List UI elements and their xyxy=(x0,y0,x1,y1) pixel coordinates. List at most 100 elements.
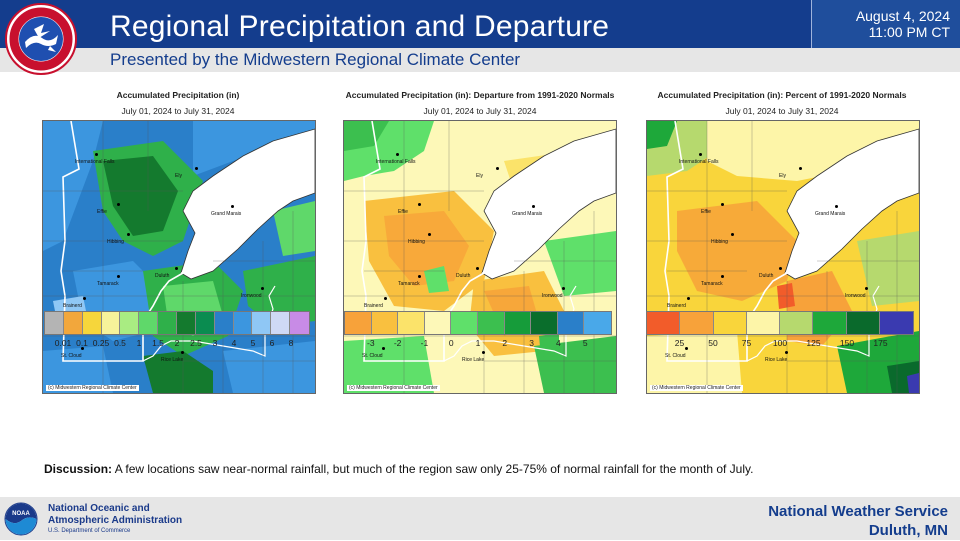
city-label: Ely xyxy=(476,173,483,179)
city-marker xyxy=(175,267,178,270)
city-label: Rice Lake xyxy=(462,357,485,363)
legend-precip-labels: 0.01 0.1 0.25 0.5 1 1.5 2 2.5 3 4 5 6 8 xyxy=(44,338,308,348)
legend-swatch xyxy=(780,312,814,334)
city-label: Ely xyxy=(175,173,182,179)
city-marker xyxy=(785,351,788,354)
legend-swatch xyxy=(531,312,558,334)
precip-map: (c) Midwestern Regional Climate Center I… xyxy=(42,120,316,394)
city-marker xyxy=(428,233,431,236)
city-marker xyxy=(117,203,120,206)
legend-tick-label: 0.1 xyxy=(76,338,88,348)
city-marker xyxy=(721,203,724,206)
legend-tick-label: 0.5 xyxy=(114,338,126,348)
city-marker xyxy=(81,347,84,350)
city-label: Grand Marais xyxy=(512,211,543,217)
legend-tick-label: -1 xyxy=(420,338,429,348)
city-label: St. Cloud xyxy=(665,353,686,359)
discussion-label: Discussion: xyxy=(44,462,113,476)
city-marker xyxy=(835,205,838,208)
legend-swatch xyxy=(252,312,272,334)
legend-tick-label: 4 xyxy=(231,338,237,348)
city-marker xyxy=(382,347,385,350)
panel-title: Accumulated Precipitation (in) xyxy=(116,90,240,100)
city-label: Hibbing xyxy=(408,239,425,245)
legend-tick-label: 8 xyxy=(288,338,294,348)
legend-swatch xyxy=(371,312,399,334)
legend-swatch xyxy=(214,312,234,334)
legend-swatch xyxy=(82,312,102,334)
legend-tick-label: 25 xyxy=(674,338,685,348)
legend-swatch xyxy=(680,312,714,334)
legend-swatch xyxy=(477,312,505,334)
city-marker xyxy=(384,297,387,300)
city-label: St. Cloud xyxy=(362,353,383,359)
office-name: National Weather Service Duluth, MN xyxy=(768,502,948,540)
nws-logo xyxy=(4,2,78,76)
city-label: Grand Marais xyxy=(815,211,846,217)
map-credit: (c) Midwestern Regional Climate Center xyxy=(347,385,440,391)
legend-tick-label: 100 xyxy=(772,338,788,348)
city-label: Effie xyxy=(701,209,711,215)
city-marker xyxy=(181,351,184,354)
footer-bar xyxy=(0,497,960,540)
noaa-name-line2: Atmospheric Administration xyxy=(48,515,183,526)
city-marker xyxy=(532,205,535,208)
legend-swatch xyxy=(424,312,452,334)
legend-tick-label: 1 xyxy=(136,338,142,348)
legend-swatch xyxy=(879,312,913,334)
office-line2: Duluth, MN xyxy=(868,522,948,539)
legend-swatch xyxy=(647,312,681,334)
city-label: Tamarack xyxy=(398,281,420,287)
legend-tick-label: 50 xyxy=(708,338,718,348)
legend-tick-label: 3 xyxy=(212,338,218,348)
header-bar xyxy=(0,0,960,48)
panel-dates: July 01, 2024 to July 31, 2024 xyxy=(121,106,235,116)
noaa-logo-text: NOAA xyxy=(12,511,30,517)
date-box: August 4, 2024 11:00 PM CT xyxy=(811,0,960,48)
legend-swatch xyxy=(45,312,64,334)
legend-tick-label: 4 xyxy=(556,338,561,348)
city-marker xyxy=(482,351,485,354)
city-label: Brainerd xyxy=(667,303,686,309)
city-marker xyxy=(476,267,479,270)
city-marker xyxy=(562,287,565,290)
legend-tick-label: 150 xyxy=(839,338,855,348)
legend-swatch xyxy=(584,312,611,334)
legend-swatch xyxy=(233,312,253,334)
city-marker xyxy=(699,153,702,156)
city-label: Effie xyxy=(97,209,107,215)
city-label: Rice Lake xyxy=(765,357,788,363)
legend-tick-label: 5 xyxy=(250,338,256,348)
city-marker xyxy=(127,233,130,236)
legend-tick-label: 125 xyxy=(806,338,821,348)
city-marker xyxy=(799,167,802,170)
legend-tick-label: 3 xyxy=(529,338,534,348)
discussion-text: A few locations saw near-normal rainfall… xyxy=(114,462,754,476)
legend-swatch xyxy=(504,312,532,334)
city-label: Tamarack xyxy=(97,281,119,287)
city-marker xyxy=(261,287,264,290)
city-label: Brainerd xyxy=(364,303,383,309)
legend-swatch xyxy=(557,312,585,334)
city-label: Rice Lake xyxy=(161,357,184,363)
discussion: Discussion: A few locations saw near-nor… xyxy=(44,462,753,476)
legend-swatch xyxy=(120,312,140,334)
legend-tick-label: -2 xyxy=(393,338,402,348)
city-label: Effie xyxy=(398,209,408,215)
legend-departure xyxy=(344,311,612,335)
city-marker xyxy=(865,287,868,290)
legend-tick-label: 2 xyxy=(174,338,180,348)
legend-tick-label: 1 xyxy=(475,338,481,348)
city-label: St. Cloud xyxy=(61,353,82,359)
percent-map: (c) Midwestern Regional Climate Center I… xyxy=(646,120,920,394)
legend-tick-label: 2.5 xyxy=(190,338,202,348)
legend-percent xyxy=(646,311,914,335)
legend-precip xyxy=(44,311,310,335)
legend-swatch xyxy=(451,312,478,334)
map-credit: (c) Midwestern Regional Climate Center xyxy=(46,385,139,391)
city-marker xyxy=(496,167,499,170)
city-label: Ironwood xyxy=(542,293,563,299)
report-date: August 4, 2024 xyxy=(855,8,950,24)
legend-swatch xyxy=(271,312,291,334)
panel-title: Accumulated Precipitation (in): Departur… xyxy=(345,90,615,100)
